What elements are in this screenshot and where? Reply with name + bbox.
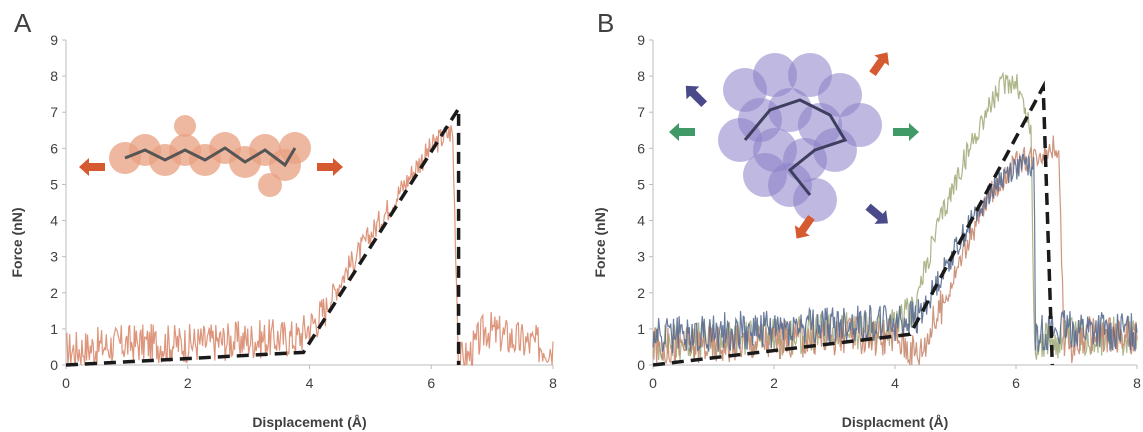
y-axis-title: Force (nN) bbox=[9, 208, 25, 278]
x-tick-label: 6 bbox=[1012, 375, 1020, 391]
panel-a: A 0 1 2 3 4 5 6 7 8 9 0 2 4 6 8 Displacement (Å) Force (n… bbox=[9, 8, 557, 430]
y-tick-label: 4 bbox=[637, 213, 645, 229]
atom-shell bbox=[174, 115, 196, 137]
y-tick-label: 8 bbox=[637, 68, 645, 84]
y-tick-label: 3 bbox=[50, 249, 58, 265]
atom-shell bbox=[258, 173, 282, 197]
pulling-arrow-icon bbox=[669, 123, 695, 141]
fit-dashed-line bbox=[652, 80, 1055, 367]
fit-dashed-line bbox=[65, 102, 461, 367]
pulling-arrow-icon bbox=[79, 158, 105, 176]
pulling-arrow-icon bbox=[317, 158, 343, 176]
y-tick-label: 2 bbox=[637, 285, 645, 301]
series-line bbox=[652, 135, 1138, 366]
y-tick-label: 1 bbox=[50, 321, 58, 337]
x-tick-label: 4 bbox=[891, 375, 899, 391]
atom-shell bbox=[743, 153, 787, 197]
panel-b: B 0 1 2 3 4 5 6 7 8 9 0 2 4 6 8 Displacment (Å) Force (nN… bbox=[592, 8, 1141, 430]
x-tick-label: 4 bbox=[306, 375, 314, 391]
molecule-chain-icon bbox=[109, 115, 311, 197]
pulling-arrow-icon bbox=[794, 215, 815, 239]
atom-shell bbox=[753, 53, 797, 97]
x-tick-label: 2 bbox=[184, 375, 192, 391]
x-tick-label: 2 bbox=[770, 375, 778, 391]
y-tick-label: 0 bbox=[50, 357, 58, 373]
pulling-arrow-icon bbox=[893, 123, 919, 141]
x-tick-label: 0 bbox=[62, 375, 70, 391]
x-tick-label: 8 bbox=[1133, 375, 1141, 391]
y-tick-label: 4 bbox=[50, 213, 58, 229]
y-tick-label: 0 bbox=[637, 357, 645, 373]
y-tick-label: 9 bbox=[50, 32, 58, 48]
x-axis-title: Displacment (Å) bbox=[842, 414, 949, 430]
y-tick-label: 8 bbox=[50, 68, 58, 84]
panel-label: A bbox=[14, 8, 32, 38]
y-tick-label: 2 bbox=[50, 285, 58, 301]
y-tick-label: 6 bbox=[637, 140, 645, 156]
y-tick-label: 1 bbox=[637, 321, 645, 337]
y-tick-label: 7 bbox=[637, 104, 645, 120]
atom-shell bbox=[793, 178, 837, 222]
panel-label: B bbox=[597, 8, 614, 38]
pulling-arrow-icon bbox=[869, 52, 890, 76]
molecule-blob-icon bbox=[718, 53, 882, 222]
y-axis-title: Force (nN) bbox=[592, 208, 608, 278]
y-tick-label: 5 bbox=[637, 176, 645, 192]
y-tick-label: 6 bbox=[50, 140, 58, 156]
pulling-arrow-icon bbox=[865, 203, 888, 224]
y-tick-label: 7 bbox=[50, 104, 58, 120]
x-tick-label: 0 bbox=[649, 375, 657, 391]
molecule-backbone bbox=[743, 98, 848, 196]
x-tick-label: 6 bbox=[427, 375, 435, 391]
pulling-arrow-icon bbox=[685, 85, 708, 108]
atom-shell bbox=[718, 118, 762, 162]
x-tick-label: 8 bbox=[549, 375, 557, 391]
molecule-backbone bbox=[124, 146, 297, 168]
y-tick-label: 5 bbox=[50, 176, 58, 192]
x-axis-title: Displacement (Å) bbox=[252, 414, 366, 430]
y-tick-label: 9 bbox=[637, 32, 645, 48]
y-tick-label: 3 bbox=[637, 249, 645, 265]
series-line bbox=[652, 153, 1138, 354]
